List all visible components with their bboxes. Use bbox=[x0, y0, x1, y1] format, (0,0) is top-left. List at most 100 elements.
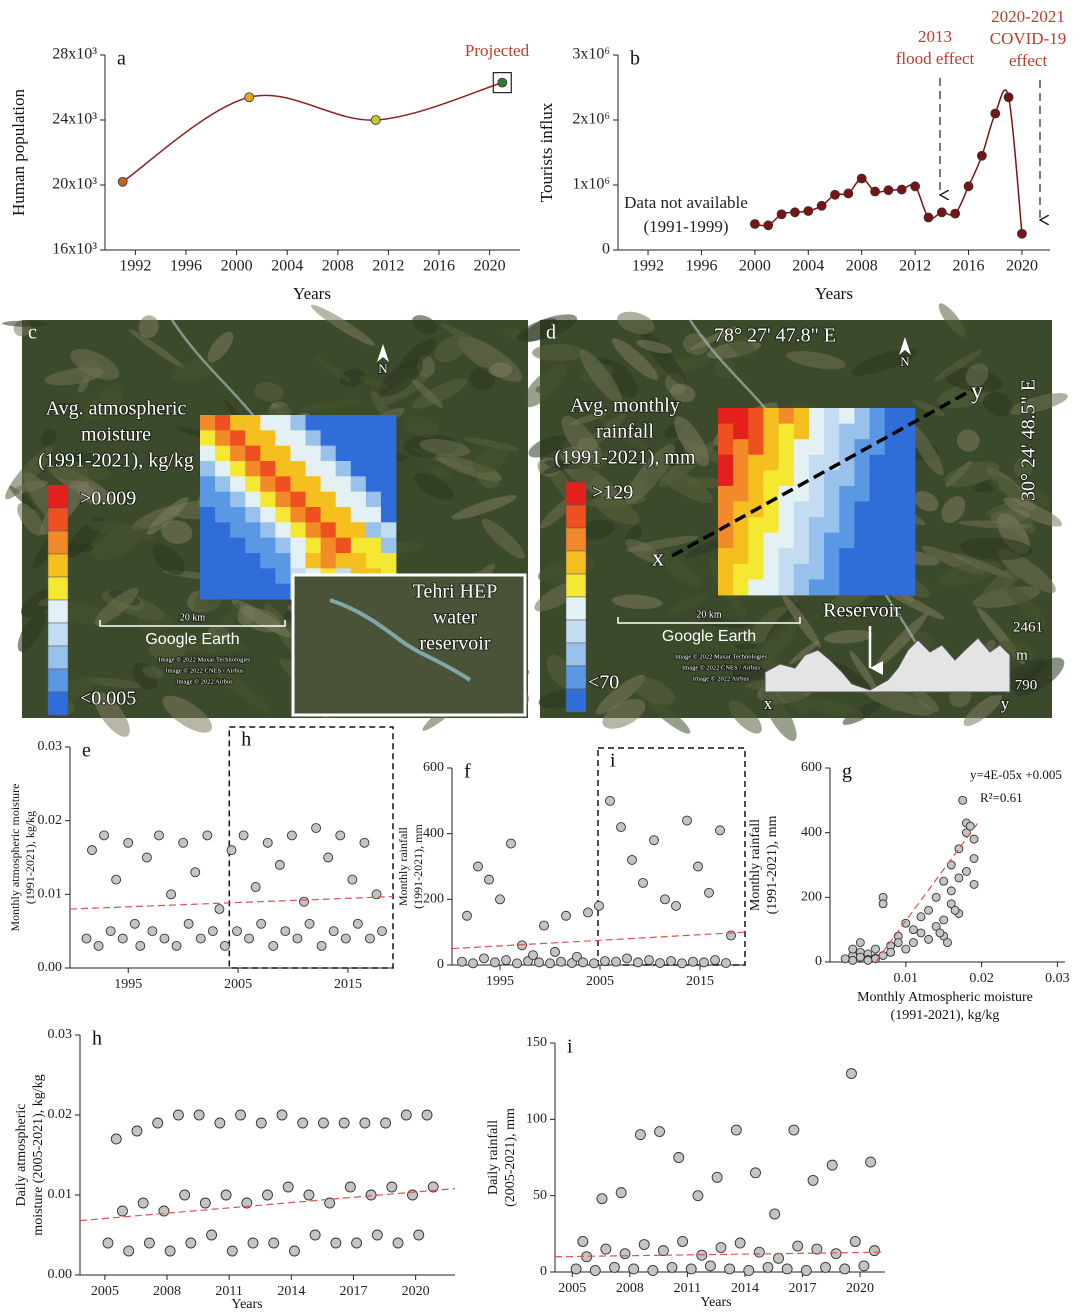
heatmap-cell bbox=[869, 563, 886, 580]
scatter-point bbox=[647, 1265, 659, 1276]
heatmap-cell bbox=[854, 563, 870, 580]
heatmap-cell bbox=[245, 583, 261, 600]
terrain-texture bbox=[472, 447, 508, 474]
map-label: Image © 2022 Maxar Technologies bbox=[158, 656, 251, 663]
heatmap-cell bbox=[290, 445, 306, 462]
terrain-texture bbox=[978, 558, 1030, 604]
map-label: moisture bbox=[81, 424, 151, 446]
map-label: x bbox=[764, 694, 773, 713]
heatmap-cell bbox=[215, 507, 231, 523]
scatter-point bbox=[871, 944, 880, 954]
legend-swatch bbox=[47, 599, 69, 624]
scatter-point bbox=[688, 956, 698, 967]
heatmap-cell bbox=[899, 454, 916, 471]
y-axis-label: (1991-2021), mm bbox=[765, 816, 780, 915]
heatmap-cell bbox=[260, 507, 276, 523]
heatmap-cell bbox=[763, 548, 780, 565]
scatter-point bbox=[297, 1117, 309, 1129]
heatmap-cell bbox=[290, 430, 306, 447]
terrain-texture bbox=[86, 520, 158, 541]
scatter-point bbox=[644, 955, 654, 966]
heatmap-cell bbox=[320, 553, 337, 569]
scatter-point bbox=[596, 1193, 608, 1205]
map-label: 790 bbox=[1015, 677, 1038, 693]
x-tick-label: 2014 bbox=[731, 1281, 759, 1296]
map-label: >0.009 bbox=[80, 488, 136, 510]
scatter-point bbox=[219, 940, 230, 951]
scatter-point bbox=[340, 933, 351, 944]
y-axis-label: Daily atmospheric bbox=[14, 1103, 29, 1206]
terrain-texture bbox=[404, 416, 440, 438]
scatter-point bbox=[855, 938, 865, 948]
scatter-point bbox=[214, 1117, 226, 1129]
x-tick-label: 2008 bbox=[616, 1281, 644, 1296]
heatmap-cell bbox=[200, 445, 216, 462]
heatmap-cell bbox=[899, 579, 916, 596]
scatter-point bbox=[286, 830, 297, 841]
x-tick-label: 2004 bbox=[271, 258, 303, 275]
terrain-texture bbox=[624, 538, 662, 563]
scatter-point bbox=[657, 1245, 669, 1257]
scatter-point bbox=[628, 1263, 640, 1275]
heatmap-cell bbox=[899, 517, 916, 534]
heatmap-cell bbox=[748, 563, 764, 580]
scatter-point bbox=[238, 830, 249, 841]
heatmap-cell bbox=[245, 476, 261, 493]
scatter-point bbox=[811, 1243, 823, 1255]
scatter-point bbox=[328, 926, 339, 937]
scatter-point bbox=[969, 834, 979, 844]
heatmap-cell bbox=[854, 517, 870, 534]
scatter-point bbox=[868, 1245, 880, 1257]
heatmap-cell bbox=[200, 583, 216, 600]
scatter-point bbox=[619, 1248, 631, 1260]
terrain-texture bbox=[207, 331, 234, 363]
scatter-point bbox=[421, 1109, 433, 1121]
heatmap-cell bbox=[335, 476, 352, 493]
scatter-point bbox=[154, 830, 164, 841]
heatmap-cell bbox=[824, 501, 840, 518]
scatter-point bbox=[123, 1245, 135, 1257]
heatmap-cell bbox=[230, 461, 246, 477]
map-label: Image © 2022 Maxar Technologies bbox=[675, 653, 768, 660]
heatmap-cell bbox=[763, 439, 780, 456]
data-point bbox=[117, 176, 128, 187]
x-tick-label: 2004 bbox=[792, 258, 824, 275]
heatmap-cell bbox=[260, 568, 276, 585]
heatmap-cell bbox=[200, 537, 216, 554]
heatmap-cell bbox=[200, 415, 216, 431]
terrain-texture bbox=[1001, 579, 1046, 626]
x-tick-label: 1995 bbox=[114, 977, 142, 992]
scatter-point bbox=[840, 954, 850, 964]
scatter-point bbox=[344, 1181, 356, 1193]
scatter-point bbox=[274, 859, 285, 870]
x-tick-label: 2008 bbox=[153, 1284, 181, 1299]
scatter-point bbox=[800, 1265, 812, 1276]
scatter-point bbox=[159, 933, 170, 944]
x-tick-label: 0.03 bbox=[1045, 971, 1070, 986]
x-axis-label: Years bbox=[231, 1297, 262, 1312]
heatmap-cell bbox=[748, 517, 764, 534]
heatmap-cell bbox=[335, 507, 352, 523]
scatter-point bbox=[939, 876, 949, 886]
scatter-point bbox=[969, 879, 979, 889]
terrain-texture bbox=[146, 497, 189, 535]
y-tick-label: 24x10³ bbox=[52, 111, 97, 128]
heatmap-cell bbox=[305, 476, 322, 493]
terrain-texture bbox=[419, 438, 471, 457]
x-axis-label: Years bbox=[815, 284, 853, 303]
terrain-texture bbox=[759, 617, 797, 666]
terrain-texture bbox=[685, 537, 729, 558]
scatter-point bbox=[111, 874, 122, 885]
map-label: <0.005 bbox=[80, 688, 136, 710]
scatter-point bbox=[255, 1117, 267, 1129]
data-point bbox=[497, 77, 508, 88]
heatmap-cell bbox=[230, 491, 246, 508]
scatter-point bbox=[762, 1261, 774, 1273]
x-tick-label: 2016 bbox=[423, 258, 455, 275]
heatmap-cell bbox=[854, 579, 870, 596]
heatmap-cell bbox=[245, 507, 261, 523]
terrain-texture bbox=[161, 520, 193, 544]
heatmap-cell bbox=[380, 430, 397, 447]
heatmap-cell bbox=[763, 423, 780, 440]
heatmap-cell bbox=[733, 548, 749, 565]
